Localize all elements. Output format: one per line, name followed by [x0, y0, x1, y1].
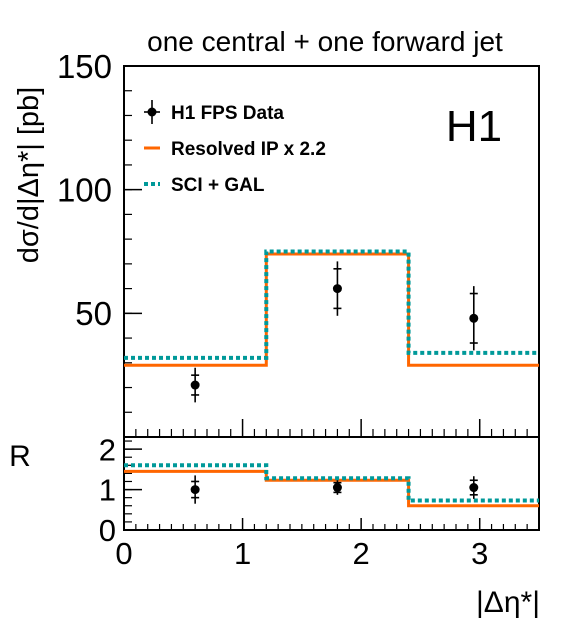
ratio-y-tick-label: 0 — [99, 513, 116, 548]
main-y-tick-label: 50 — [75, 295, 112, 332]
ratio-data-point — [469, 483, 479, 493]
ratio-y-tick-label: 2 — [99, 432, 116, 467]
main-data-point — [190, 380, 200, 390]
main-data-point — [332, 284, 342, 294]
main-y-tick-label: 100 — [57, 172, 112, 209]
ratio-x-tick-label: 0 — [115, 536, 132, 571]
legend: H1 FPS Data Resolved IP x 2.2 SCI + GAL — [144, 100, 326, 196]
experiment-label: H1 — [446, 102, 502, 151]
y-axis-label: dσ/d|Δη*| [pb] — [13, 87, 45, 264]
main-step-series-resolved-ip — [124, 252, 539, 367]
main-step-series-sci-gal — [124, 249, 539, 360]
ratio-data-point — [190, 485, 200, 495]
ratio-data-point — [332, 483, 342, 493]
main-data-point — [469, 313, 479, 323]
ratio-x-tick-label: 3 — [471, 536, 488, 571]
main-y-tick-label: 150 — [57, 48, 112, 85]
x-axis-label: |Δη*| — [476, 586, 540, 619]
ratio-frame — [123, 436, 540, 531]
ratio-plot: 0 1 2 0 1 2 3 — [99, 432, 540, 571]
ratio-y-tick-label: 1 — [99, 473, 116, 508]
legend-entry-label: Resolved IP x 2.2 — [171, 139, 326, 160]
legend-entry-label: H1 FPS Data — [171, 103, 284, 124]
ratio-step-series-sci-gal — [124, 463, 539, 503]
legend-entry-label: SCI + GAL — [171, 175, 265, 196]
ratio-x-tick-label: 1 — [234, 536, 251, 571]
ratio-y-label: R — [9, 440, 31, 473]
chart-title: one central + one forward jet — [147, 26, 503, 57]
legend-marker-point — [147, 107, 157, 117]
ratio-x-tick-label: 2 — [353, 536, 370, 571]
